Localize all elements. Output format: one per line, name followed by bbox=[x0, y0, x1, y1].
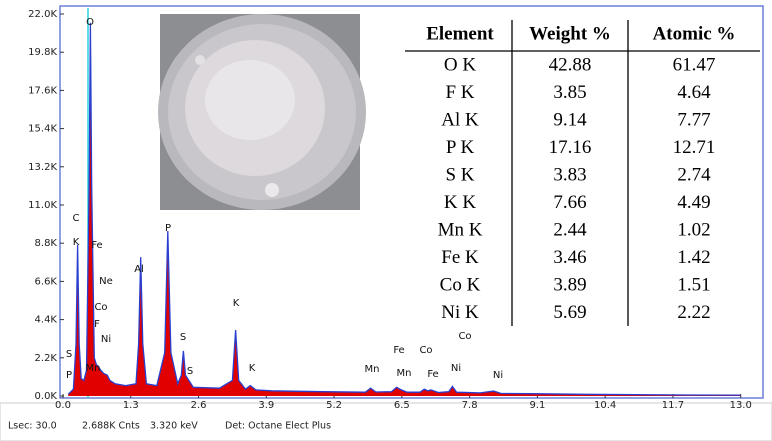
x-tick-label: 2.6 bbox=[191, 400, 207, 411]
x-tick-label: 6.5 bbox=[394, 400, 410, 411]
table-cell: 61.47 bbox=[673, 54, 716, 75]
y-tick-label: 8.8K bbox=[35, 238, 58, 249]
table-cell: 3.83 bbox=[553, 164, 586, 185]
peak-label: Ni bbox=[493, 370, 503, 381]
peak-label: K bbox=[233, 298, 240, 309]
table-cell: 1.51 bbox=[677, 274, 710, 295]
table-cell: Co K bbox=[440, 274, 481, 295]
peak-label: Fe bbox=[393, 345, 404, 356]
table-cell: 3.89 bbox=[553, 274, 586, 295]
powder-lump bbox=[195, 55, 205, 65]
y-tick-label: 4.4K bbox=[35, 315, 58, 326]
table-cell: 9.14 bbox=[553, 109, 587, 130]
spectrum-line bbox=[67, 22, 741, 396]
table-cell: P K bbox=[446, 137, 475, 158]
x-tick-label: 1.3 bbox=[123, 400, 139, 411]
table-cell: 3.46 bbox=[553, 247, 586, 268]
peak-label: Al bbox=[134, 264, 144, 275]
peak-label: P bbox=[165, 223, 171, 234]
x-tick-label: 0.0 bbox=[55, 400, 71, 411]
table-cell: S K bbox=[445, 164, 474, 185]
powder-lump bbox=[265, 183, 279, 197]
composition-table: Element Weight % Atomic % O K 42.88 61.47 F K 3… bbox=[405, 20, 760, 326]
status-text: Lsec: 30.0 bbox=[8, 421, 57, 432]
peak-label: K bbox=[73, 237, 80, 248]
table-cell: K K bbox=[444, 192, 476, 213]
peak-label: Fe bbox=[427, 369, 438, 380]
table-header: Atomic % bbox=[653, 23, 736, 44]
x-tick-label: 13.0 bbox=[730, 400, 752, 411]
peak-label: Mn bbox=[86, 363, 101, 374]
peak-label: Mn bbox=[397, 368, 412, 379]
y-tick-label: 0.0K bbox=[35, 391, 58, 402]
x-tick-label: 9.1 bbox=[529, 400, 545, 411]
table-cell: Ni K bbox=[441, 302, 479, 323]
y-tick-label: 2.2K bbox=[35, 353, 58, 364]
peak-label: S bbox=[187, 366, 193, 377]
table-cell: Fe K bbox=[441, 247, 479, 268]
peak-label: K bbox=[249, 363, 256, 374]
peak-label: O bbox=[86, 17, 94, 28]
peak-label: Ne bbox=[99, 276, 113, 287]
peak-label: Co bbox=[94, 302, 107, 313]
table-header: Weight % bbox=[529, 23, 611, 44]
table-cell: 4.64 bbox=[677, 82, 711, 103]
table-cell: 7.66 bbox=[553, 192, 586, 213]
peak-label: Ni bbox=[101, 334, 111, 345]
table-cell: 17.16 bbox=[549, 137, 592, 158]
x-tick-label: 5.2 bbox=[326, 400, 342, 411]
status-text: 2.688K Cnts bbox=[82, 421, 140, 432]
table-cell: 7.77 bbox=[677, 109, 710, 130]
table-cell: 12.71 bbox=[673, 137, 716, 158]
status-bar bbox=[0, 402, 772, 441]
table-cell: 2.44 bbox=[553, 219, 587, 240]
peak-label: F bbox=[94, 319, 100, 330]
powder-highlight bbox=[205, 60, 295, 140]
table-cell: 2.22 bbox=[677, 302, 710, 323]
sample-photo bbox=[158, 14, 366, 210]
x-tick-label: 10.4 bbox=[594, 400, 616, 411]
table-cell: F K bbox=[445, 82, 474, 103]
y-tick-label: 19.8K bbox=[28, 47, 57, 58]
peak-label: Ni bbox=[451, 363, 461, 374]
peak-label: Co bbox=[458, 331, 471, 342]
table-cell: Mn K bbox=[438, 219, 483, 240]
table-cell: 4.49 bbox=[677, 192, 710, 213]
table-cell: 2.74 bbox=[677, 164, 711, 185]
peak-label: Co bbox=[419, 345, 432, 356]
table-cell: 3.85 bbox=[553, 82, 586, 103]
peak-label: S bbox=[66, 349, 72, 360]
y-tick-label: 6.6K bbox=[35, 276, 58, 287]
y-tick-label: 22.0K bbox=[28, 9, 57, 20]
status-text: 3.320 keV bbox=[150, 421, 198, 432]
x-tick-label: 11.7 bbox=[662, 400, 684, 411]
status-text: Det: Octane Elect Plus bbox=[225, 421, 331, 432]
y-tick-label: 17.6K bbox=[28, 85, 57, 96]
x-tick-label: 3.9 bbox=[258, 400, 274, 411]
y-tick-label: 11.0K bbox=[28, 200, 57, 211]
table-cell: Al K bbox=[441, 109, 479, 130]
x-tick-label: 7.8 bbox=[462, 400, 478, 411]
peak-label: C bbox=[73, 213, 80, 224]
table-cell: 42.88 bbox=[549, 54, 592, 75]
table-cell: 1.42 bbox=[677, 247, 710, 268]
peak-label: P bbox=[66, 370, 72, 381]
table-cell: O K bbox=[444, 54, 476, 75]
table-cell: 1.02 bbox=[677, 219, 710, 240]
peak-label: S bbox=[180, 332, 186, 343]
table-cell: 5.69 bbox=[553, 302, 586, 323]
table-header: Element bbox=[426, 23, 494, 44]
y-tick-label: 13.2K bbox=[28, 162, 57, 173]
peak-label: Mn bbox=[365, 364, 380, 375]
peak-label: Fe bbox=[91, 240, 102, 251]
y-tick-label: 15.4K bbox=[28, 124, 57, 135]
